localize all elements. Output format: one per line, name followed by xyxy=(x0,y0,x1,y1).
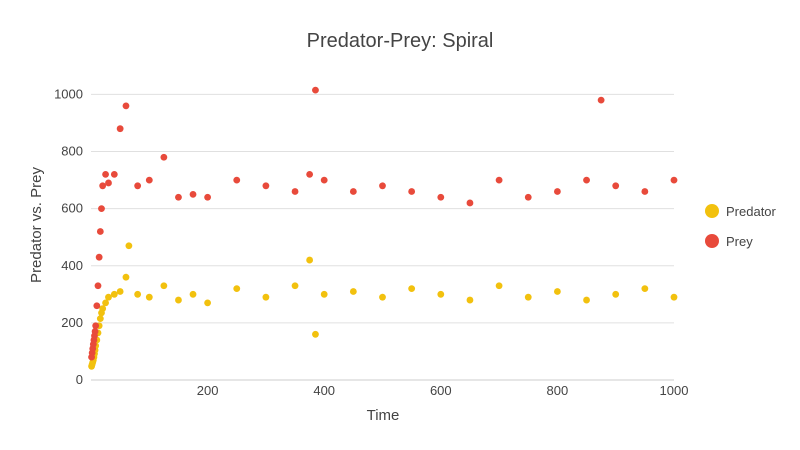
y-tick-label: 0 xyxy=(76,372,83,387)
predator-point[interactable] xyxy=(524,293,532,301)
x-tick-label: 800 xyxy=(547,383,569,398)
gridlines xyxy=(91,93,674,381)
predator-point[interactable] xyxy=(641,285,649,293)
prey-point[interactable] xyxy=(91,328,99,335)
prey-point[interactable] xyxy=(320,176,328,184)
predator-point[interactable] xyxy=(437,290,445,298)
prey-point[interactable] xyxy=(583,176,590,184)
prey-point[interactable] xyxy=(291,188,299,195)
prey-point[interactable] xyxy=(306,170,314,178)
prey-point[interactable] xyxy=(175,193,182,201)
predator-point[interactable] xyxy=(125,242,133,250)
prey-point[interactable] xyxy=(134,182,142,190)
prey-point[interactable] xyxy=(204,193,212,201)
prey-point[interactable] xyxy=(408,188,416,195)
prey-point[interactable] xyxy=(116,125,124,133)
plot-points xyxy=(88,86,678,370)
chart-title: Predator-Prey: Spiral xyxy=(307,30,494,52)
prey-point[interactable] xyxy=(145,176,153,184)
prey-point[interactable] xyxy=(554,188,561,195)
prey-point[interactable] xyxy=(94,282,102,290)
predator-point[interactable] xyxy=(175,296,182,304)
predator-point[interactable] xyxy=(312,330,319,338)
prey-point[interactable] xyxy=(122,102,130,110)
prey-point[interactable] xyxy=(189,190,197,198)
prey-point[interactable] xyxy=(379,182,386,190)
predator-point[interactable] xyxy=(105,293,112,301)
legend-swatch-prey xyxy=(705,234,719,248)
y-tick-label: 200 xyxy=(61,315,83,330)
prey-point[interactable] xyxy=(93,302,101,310)
legend-label-predator: Predator xyxy=(726,204,777,219)
prey-point[interactable] xyxy=(670,176,678,184)
predator-point[interactable] xyxy=(233,285,241,293)
y-tick-label: 400 xyxy=(61,258,83,273)
x-tick-label: 200 xyxy=(197,383,219,398)
prey-point[interactable] xyxy=(92,322,100,330)
y-tick-label: 600 xyxy=(61,201,83,216)
predator-point[interactable] xyxy=(495,282,503,290)
prey-point[interactable] xyxy=(102,170,109,178)
predator-point[interactable] xyxy=(116,288,124,295)
predator-point[interactable] xyxy=(122,273,130,281)
y-axis-label: Predator vs. Prey xyxy=(28,167,45,283)
prey-point[interactable] xyxy=(466,199,474,207)
x-tick-label: 1000 xyxy=(660,383,689,398)
predator-point[interactable] xyxy=(670,293,678,301)
predator-point[interactable] xyxy=(408,285,416,293)
predator-point[interactable] xyxy=(583,296,590,304)
predator-point[interactable] xyxy=(204,299,212,307)
prey-point[interactable] xyxy=(612,182,620,190)
prey-point[interactable] xyxy=(641,188,649,195)
prey-point[interactable] xyxy=(95,253,103,261)
prey-point[interactable] xyxy=(312,86,319,94)
prey-point[interactable] xyxy=(437,193,445,201)
predator-point[interactable] xyxy=(349,288,357,295)
prey-point[interactable] xyxy=(160,153,168,161)
prey-point[interactable] xyxy=(597,96,605,104)
predator-point[interactable] xyxy=(145,293,153,301)
y-axis-ticks: 0 200 400 600 800 1000 xyxy=(54,86,83,387)
prey-point[interactable] xyxy=(99,182,107,190)
prey-point[interactable] xyxy=(233,176,241,184)
series-predator xyxy=(88,242,678,370)
y-tick-label: 800 xyxy=(61,144,83,159)
legend-swatch-predator xyxy=(705,204,719,218)
legend-label-prey: Prey xyxy=(726,234,753,249)
prey-point[interactable] xyxy=(98,205,105,213)
predator-point[interactable] xyxy=(189,290,197,298)
predator-point[interactable] xyxy=(99,305,107,313)
predator-point[interactable] xyxy=(466,296,474,304)
x-axis-ticks: 200 400 600 800 1000 xyxy=(197,383,689,398)
prey-point[interactable] xyxy=(110,170,118,178)
predator-point[interactable] xyxy=(320,290,328,298)
predator-point[interactable] xyxy=(96,315,104,323)
predator-point[interactable] xyxy=(110,290,118,298)
x-tick-label: 400 xyxy=(313,383,335,398)
predator-point[interactable] xyxy=(306,256,314,264)
legend: Predator Prey xyxy=(705,204,777,249)
x-axis-label: Time xyxy=(367,407,400,424)
series-prey xyxy=(88,86,678,361)
predator-point[interactable] xyxy=(379,293,386,301)
prey-point[interactable] xyxy=(105,179,112,187)
y-tick-label: 1000 xyxy=(54,86,83,101)
predator-point[interactable] xyxy=(160,282,168,290)
prey-point[interactable] xyxy=(524,193,532,201)
prey-point[interactable] xyxy=(349,188,357,195)
predator-point[interactable] xyxy=(612,290,620,298)
prey-point[interactable] xyxy=(96,228,104,235)
x-tick-label: 600 xyxy=(430,383,452,398)
predator-point[interactable] xyxy=(262,293,270,301)
prey-point[interactable] xyxy=(262,182,270,190)
predator-point[interactable] xyxy=(291,282,299,290)
predator-point[interactable] xyxy=(102,299,109,307)
prey-point[interactable] xyxy=(495,176,503,184)
predator-point[interactable] xyxy=(554,288,561,295)
predator-point[interactable] xyxy=(134,290,142,298)
